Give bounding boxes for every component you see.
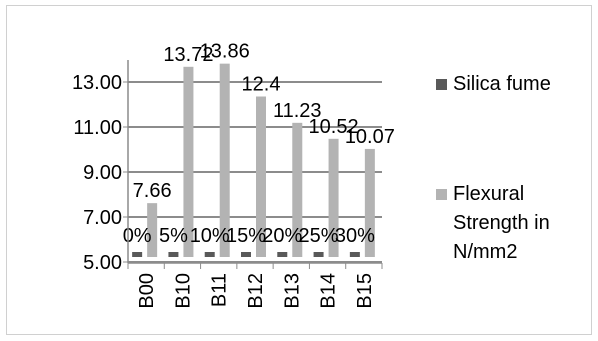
data-label-silica-fume: 0% — [123, 225, 152, 247]
y-tick-label: 9.00 — [83, 162, 122, 184]
bar-flexural-strength — [292, 122, 303, 257]
chart-frame — [6, 5, 592, 335]
data-label-flexural-strength: 10.52 — [309, 116, 359, 138]
x-tick-label: B12 — [245, 273, 267, 309]
legend-item-silica-fume: Silica fume — [436, 70, 598, 99]
data-label-flexural-strength: 13.72 — [163, 44, 213, 66]
x-tick-label: B14 — [318, 273, 340, 309]
gridlines — [128, 81, 382, 263]
legend-swatch-silica-fume — [436, 79, 447, 90]
bar-flexural-strength — [256, 96, 266, 257]
bar-silica-fume — [168, 252, 179, 257]
bar-flexural-strength — [328, 138, 339, 257]
data-label-flexural-strength: 11.23 — [273, 100, 322, 122]
data-label-silica-fume: 10% — [190, 225, 230, 247]
data-label-silica-fume: 15% — [226, 225, 266, 247]
data-label-flexural-strength: 12.4 — [242, 74, 281, 96]
bar-flexural-strength — [364, 148, 375, 257]
data-labels: 0% 7.66 5% 13.72 10% 13.86 15% 12.4 20% 11.23 25% 1… — [123, 41, 395, 247]
data-label-silica-fume: 25% — [299, 225, 339, 247]
bar-silica-fume — [349, 252, 360, 257]
bar-silica-fume — [241, 252, 251, 257]
legend-item-flexural-strength: Flexural Strength in N/mm2 — [436, 180, 598, 267]
bar-silica-fume — [204, 252, 215, 257]
bar-silica-fume — [132, 252, 143, 257]
legend-label-silica-fume: Silica fume — [453, 73, 551, 95]
x-tick-label: B10 — [172, 273, 194, 309]
bar-silica-fume — [313, 252, 324, 257]
bars — [132, 63, 375, 258]
data-label-silica-fume: 20% — [262, 225, 302, 247]
data-label-flexural-strength: 10.07 — [345, 126, 395, 148]
data-label-flexural-strength: 13.86 — [200, 41, 250, 63]
data-label-silica-fume: 30% — [335, 225, 375, 247]
bar-flexural-strength — [147, 203, 158, 257]
x-tick-label: B11 — [209, 273, 231, 307]
y-tick-label: 5.00 — [83, 252, 122, 274]
bar-silica-fume — [277, 252, 288, 257]
legend-swatch-flexural-strength — [436, 189, 447, 200]
bar-flexural-strength — [219, 63, 230, 258]
legend-label-flexural-strength: Flexural Strength in N/mm2 — [453, 183, 550, 263]
axes: 5.00 7.00 9.00 11.00 13.00 B00 B10 B11 B12 B13 B14… — [72, 60, 383, 309]
x-tick-label: B00 — [136, 273, 158, 309]
y-tick-label: 11.00 — [73, 117, 122, 139]
bar-flexural-strength — [183, 66, 194, 257]
y-tick-label: 13.00 — [72, 72, 122, 94]
data-label-flexural-strength: 7.66 — [133, 180, 172, 202]
data-label-silica-fume: 5% — [159, 225, 188, 247]
x-tick-label: B15 — [354, 273, 376, 309]
y-tick-label: 7.00 — [83, 207, 122, 229]
x-tick-label: B13 — [281, 273, 303, 309]
